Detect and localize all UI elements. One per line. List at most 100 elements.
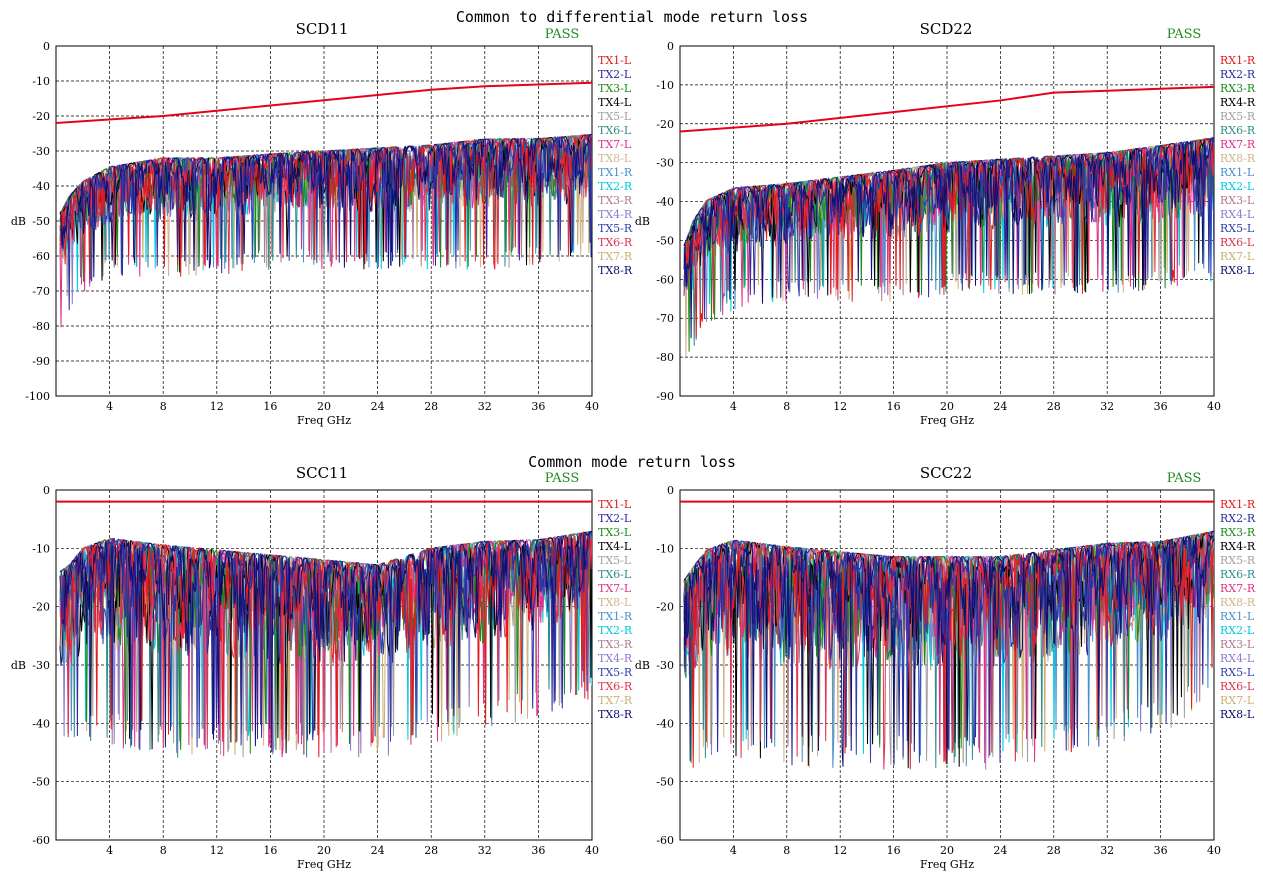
y-tick-label: -10 xyxy=(656,79,674,92)
y-tick-label: -40 xyxy=(32,180,50,193)
y-tick-label: -90 xyxy=(32,355,50,368)
legend-entry: RX8-L xyxy=(1220,708,1255,721)
x-tick-label: 36 xyxy=(531,400,545,413)
legend-entry: RX3-R xyxy=(1220,82,1256,95)
x-tick-label: 24 xyxy=(993,844,1007,857)
legend-entry: RX1-R xyxy=(1220,54,1256,67)
x-tick-label: 40 xyxy=(1207,400,1221,413)
x-tick-label: 28 xyxy=(424,844,438,857)
legend-entry: TX4-L xyxy=(598,540,632,553)
y-tick-label: -60 xyxy=(656,834,674,847)
legend-entry: RX6-R xyxy=(1220,124,1256,137)
legend-entry: RX2-L xyxy=(1220,180,1255,193)
trace-group xyxy=(59,530,592,758)
legend-entry: TX7-L xyxy=(598,582,632,595)
y-tick-label: -30 xyxy=(32,659,50,672)
trace-rx8-l xyxy=(683,530,1214,767)
section-title-differential: Common to differential mode return loss xyxy=(456,8,808,26)
y-axis-label: dB xyxy=(11,659,26,672)
x-axis-label: Freq GHz xyxy=(920,414,974,427)
y-tick-label: -40 xyxy=(32,717,50,730)
pass-status: PASS xyxy=(545,27,580,42)
y-axis-label: dB xyxy=(635,659,650,672)
x-tick-label: 8 xyxy=(160,844,167,857)
trace-tx8-r xyxy=(59,530,592,753)
y-tick-label: -80 xyxy=(656,351,674,364)
legend-entry: TX1-R xyxy=(598,166,633,179)
trace-group xyxy=(683,530,1214,770)
limit-line xyxy=(55,81,593,124)
x-tick-label: 16 xyxy=(263,844,277,857)
x-tick-label: 8 xyxy=(783,400,790,413)
chart-scc22: 4 8 12 16 20 24 28 32 36 40 0 -10 -20 -30 -40 -50 -60 SCC… xyxy=(635,464,1256,871)
x-tick-label: 12 xyxy=(833,844,847,857)
y-tick-label: -30 xyxy=(32,145,50,158)
legend-entry: RX5-R xyxy=(1220,554,1256,567)
legend-entry: RX3-L xyxy=(1220,638,1255,651)
pass-status: PASS xyxy=(545,471,580,486)
chart-title: SCD11 xyxy=(296,20,349,38)
y-tick-label: -60 xyxy=(32,250,50,263)
x-tick-label: 8 xyxy=(783,844,790,857)
x-tick-label: 24 xyxy=(371,844,385,857)
x-tick-label: 40 xyxy=(1207,844,1221,857)
y-axis-label: dB xyxy=(635,215,650,228)
legend-entry: TX2-L xyxy=(598,68,632,81)
pass-status: PASS xyxy=(1167,471,1202,486)
x-axis-label: Freq GHz xyxy=(920,858,974,871)
legend-entry: RX5-L xyxy=(1220,666,1255,679)
pass-status: PASS xyxy=(1167,27,1202,42)
y-tick-label: -20 xyxy=(656,118,674,131)
legend-entry: RX6-R xyxy=(1220,568,1256,581)
y-tick-label: -80 xyxy=(32,320,50,333)
legend-entry: RX4-R xyxy=(1220,96,1256,109)
legend-entry: RX5-R xyxy=(1220,110,1256,123)
legend-entry: TX2-R xyxy=(598,624,633,637)
y-tick-label: -50 xyxy=(32,776,50,789)
trace-tx1-l xyxy=(59,532,592,758)
legend-entry: RX3-L xyxy=(1220,194,1255,207)
x-tick-label: 12 xyxy=(210,400,224,413)
x-tick-label: 32 xyxy=(1100,844,1114,857)
legend-entry: TX1-R xyxy=(598,610,633,623)
x-tick-label: 32 xyxy=(478,400,492,413)
x-tick-label: 20 xyxy=(317,844,331,857)
x-tick-label: 40 xyxy=(585,844,599,857)
legend-entry: RX2-L xyxy=(1220,624,1255,637)
y-tick-label: -20 xyxy=(32,110,50,123)
legend-entry: RX4-L xyxy=(1220,208,1255,221)
legend-entry: RX2-R xyxy=(1220,68,1256,81)
y-tick-label: 0 xyxy=(667,484,674,497)
x-tick-label: 12 xyxy=(833,400,847,413)
y-tick-label: -70 xyxy=(656,312,674,325)
y-tick-label: -50 xyxy=(656,776,674,789)
trace-tx8-r xyxy=(59,133,592,278)
chart-title: SCC22 xyxy=(920,464,972,482)
legend-entry: TX2-L xyxy=(598,512,632,525)
limit-line xyxy=(679,85,1215,133)
legend-entry: TX3-L xyxy=(598,82,632,95)
y-tick-label: -60 xyxy=(32,834,50,847)
legend-entry: TX6-L xyxy=(598,124,632,137)
x-tick-label: 20 xyxy=(940,400,954,413)
legend-entry: RX2-R xyxy=(1220,512,1256,525)
x-tick-label: 32 xyxy=(478,844,492,857)
x-tick-label: 20 xyxy=(317,400,331,413)
x-tick-label: 12 xyxy=(210,844,224,857)
y-tick-label: -10 xyxy=(656,542,674,555)
x-tick-label: 28 xyxy=(424,400,438,413)
y-tick-label: -30 xyxy=(656,157,674,170)
legend-entry: RX1-L xyxy=(1220,166,1255,179)
legend-entry: TX8-R xyxy=(598,264,633,277)
y-tick-label: -20 xyxy=(656,601,674,614)
legend-entry: RX6-L xyxy=(1220,680,1255,693)
chart-title: SCC11 xyxy=(296,464,348,482)
x-axis-label: Freq GHz xyxy=(297,414,351,427)
legend-entry: RX8-R xyxy=(1220,596,1256,609)
legend-entry: TX7-L xyxy=(598,138,632,151)
legend-entry: RX7-L xyxy=(1220,250,1255,263)
chart-scd11: 4 8 12 16 20 24 28 32 36 40 0 -10 -20 -30 -40 -50 -60 -70… xyxy=(11,20,633,427)
legend-entry: RX4-L xyxy=(1220,652,1255,665)
legend-entry: RX7-L xyxy=(1220,694,1255,707)
